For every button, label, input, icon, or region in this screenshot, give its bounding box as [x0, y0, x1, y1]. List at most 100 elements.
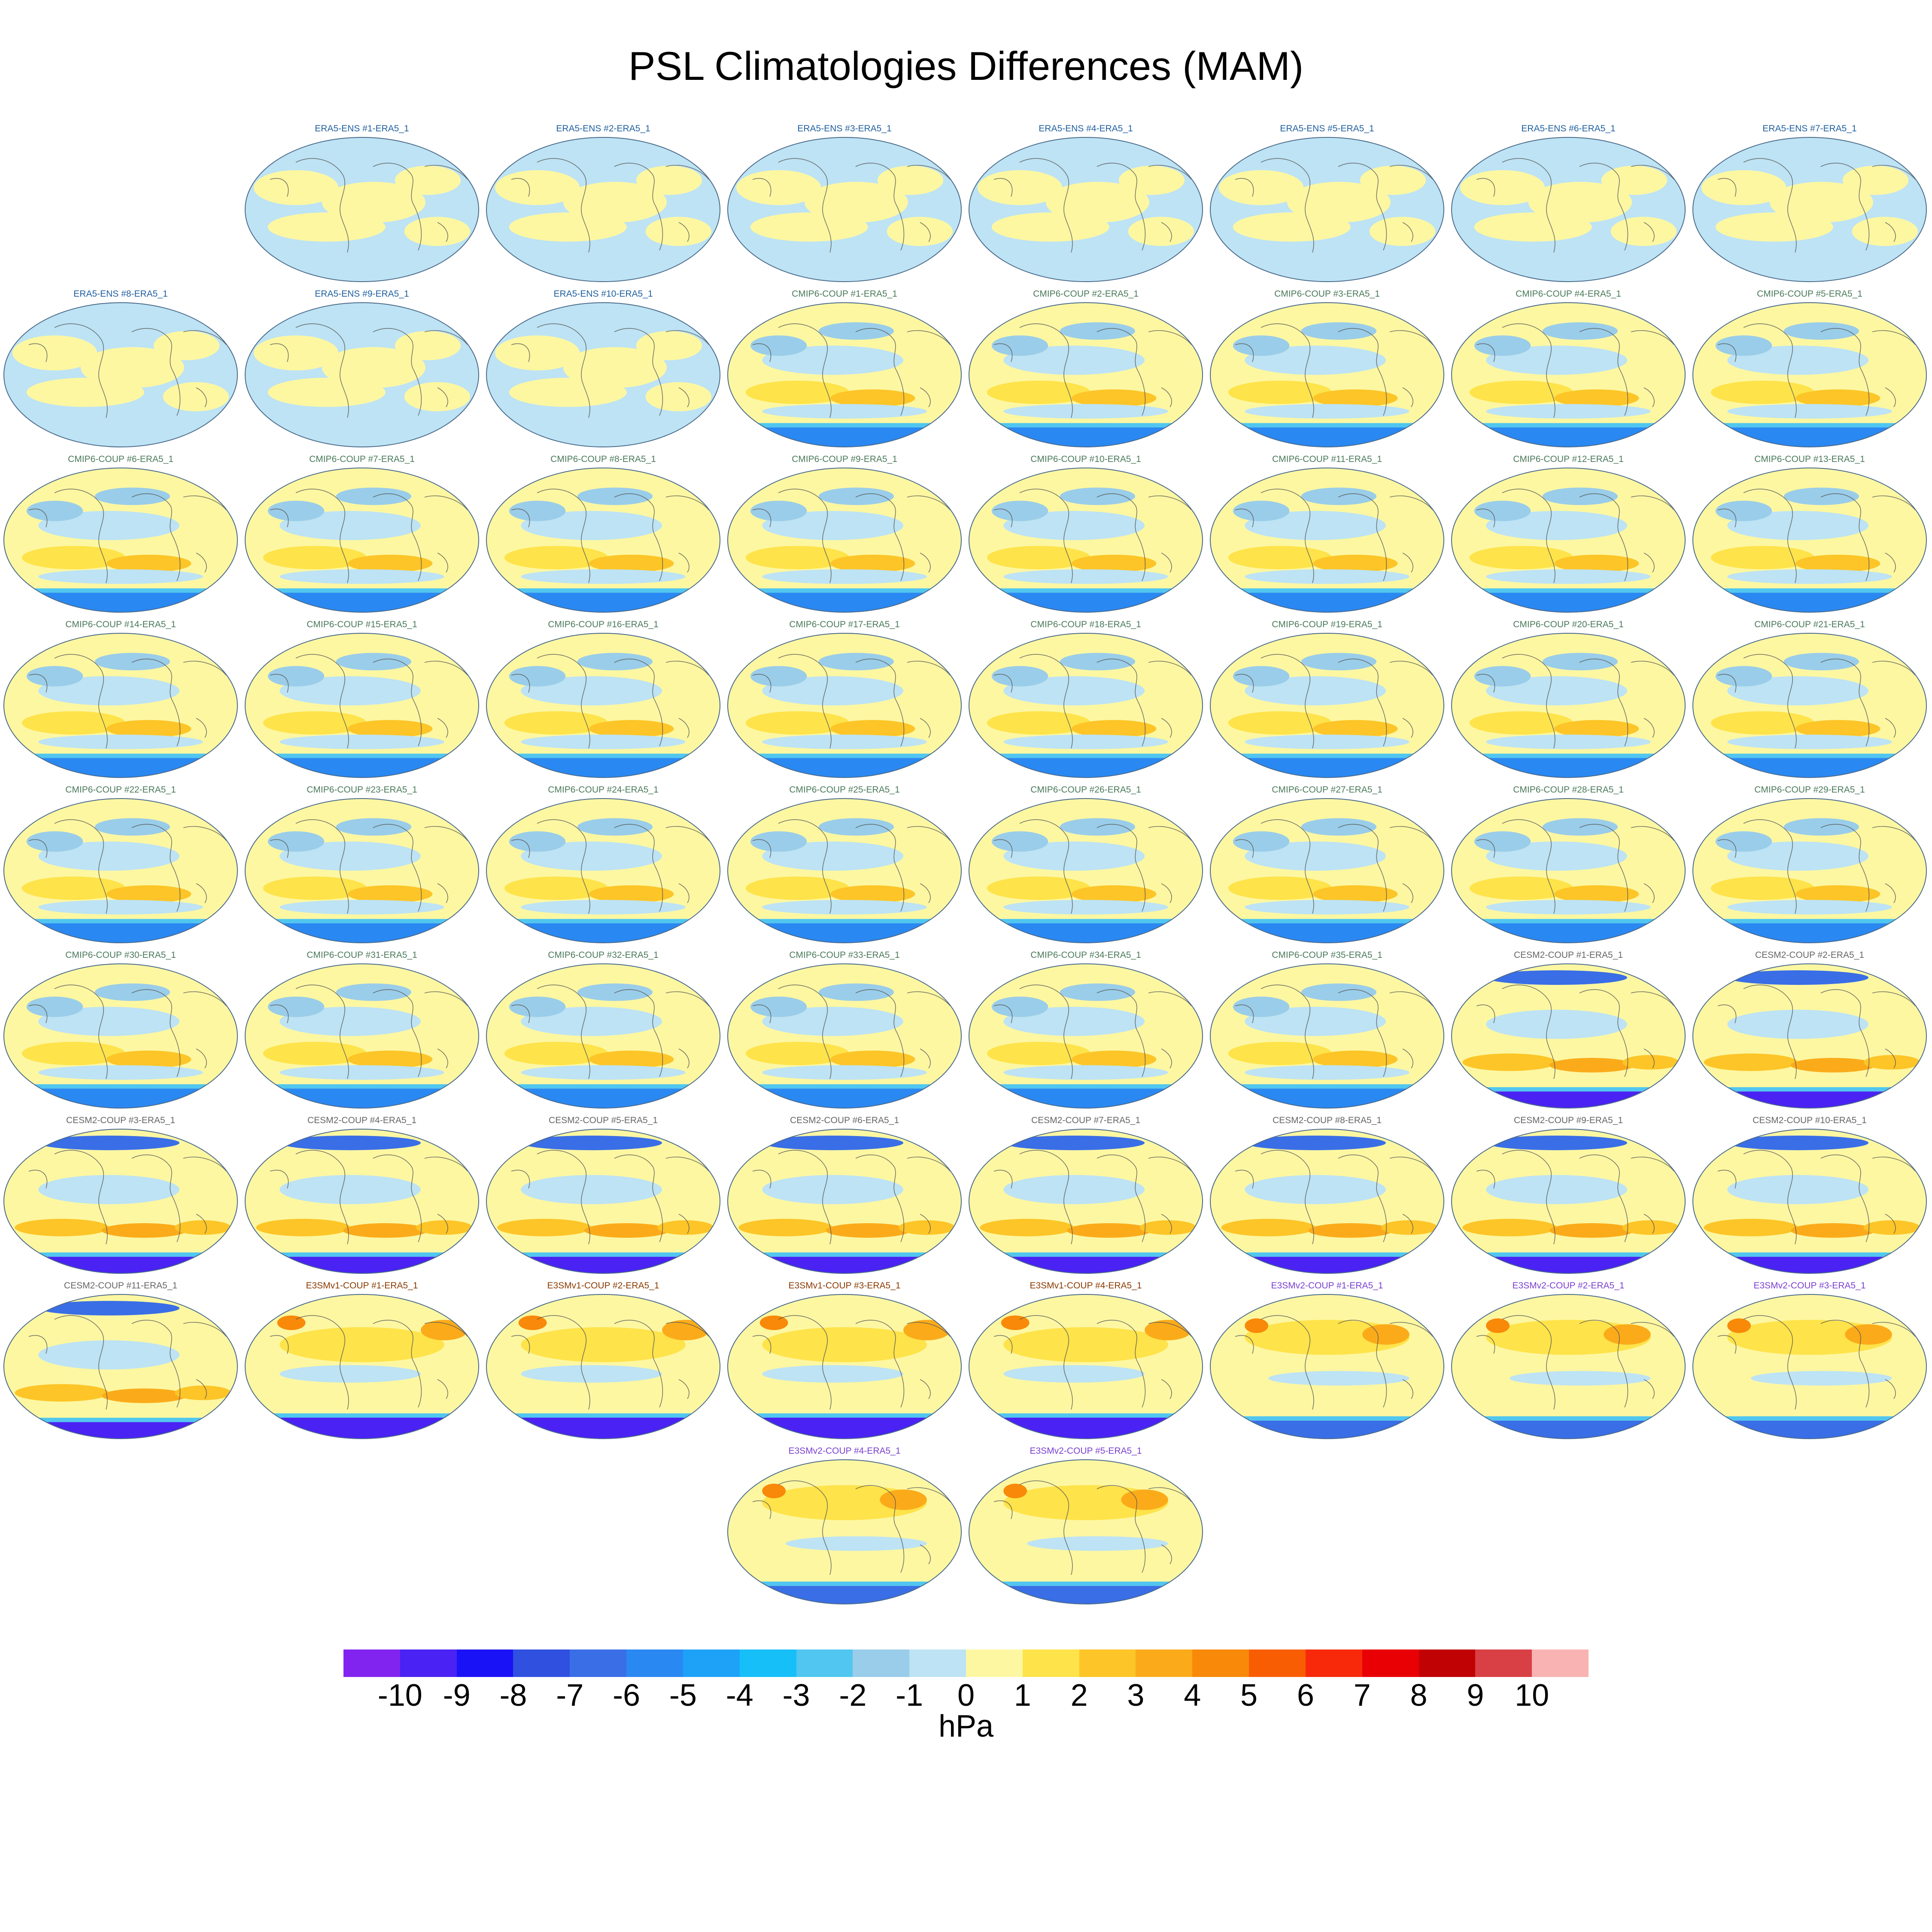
world-map — [245, 1294, 479, 1439]
world-map — [245, 1129, 479, 1274]
colorbar — [343, 1649, 1589, 1677]
colorbar-tick-label: -1 — [896, 1678, 923, 1713]
panel-label: CMIP6-COUP #28-ERA5_1 — [1513, 785, 1624, 795]
map-panel: CMIP6-COUP #32-ERA5_1 — [483, 950, 724, 1110]
world-map — [245, 137, 479, 282]
panel-label: CMIP6-COUP #30-ERA5_1 — [65, 950, 176, 960]
map-panel: CMIP6-COUP #22-ERA5_1 — [0, 785, 241, 945]
panel-label: ERA5-ENS #9-ERA5_1 — [315, 289, 409, 299]
map-panel: ERA5-ENS #6-ERA5_1 — [1448, 124, 1689, 283]
colorbar-swatch — [1419, 1649, 1476, 1677]
world-map — [486, 798, 720, 943]
map-panel: ERA5-ENS #2-ERA5_1 — [483, 124, 724, 283]
panel-label: E3SMv1-COUP #1-ERA5_1 — [306, 1281, 418, 1291]
panel-label: E3SMv2-COUP #3-ERA5_1 — [1753, 1281, 1866, 1291]
colorbar-tick-label: 7 — [1353, 1678, 1371, 1713]
world-map — [969, 468, 1203, 613]
world-map — [1692, 1129, 1927, 1274]
colorbar-tick-label: -5 — [669, 1678, 697, 1713]
map-panel: CESM2-COUP #6-ERA5_1 — [724, 1115, 965, 1275]
world-map — [245, 798, 479, 943]
map-panel: CESM2-COUP #7-ERA5_1 — [965, 1115, 1206, 1275]
panel-label: ERA5-ENS #5-ERA5_1 — [1280, 124, 1374, 134]
world-map — [969, 798, 1203, 943]
world-map — [969, 1129, 1203, 1274]
map-panel: CMIP6-COUP #3-ERA5_1 — [1206, 289, 1448, 449]
world-map — [1692, 1294, 1927, 1439]
world-map — [3, 302, 238, 447]
panel-label: CMIP6-COUP #23-ERA5_1 — [307, 785, 417, 795]
figure-title: PSL Climatologies Differences (MAM) — [628, 43, 1304, 88]
world-map — [1451, 798, 1686, 943]
map-panel: CMIP6-COUP #2-ERA5_1 — [965, 289, 1206, 449]
panel-label: CMIP6-COUP #17-ERA5_1 — [789, 620, 900, 629]
map-panel: CESM2-COUP #5-ERA5_1 — [483, 1115, 724, 1275]
panel-label: CMIP6-COUP #34-ERA5_1 — [1030, 950, 1141, 960]
world-map — [969, 302, 1203, 447]
map-panel: ERA5-ENS #1-ERA5_1 — [241, 124, 483, 283]
panel-label: CMIP6-COUP #21-ERA5_1 — [1754, 620, 1865, 629]
map-panel: CESM2-COUP #8-ERA5_1 — [1206, 1115, 1448, 1275]
panel-label: CMIP6-COUP #11-ERA5_1 — [1272, 454, 1382, 464]
world-map — [3, 1129, 238, 1274]
world-map — [245, 633, 479, 778]
colorbar-tick-label: 9 — [1467, 1678, 1484, 1713]
map-panel: CMIP6-COUP #4-ERA5_1 — [1448, 289, 1689, 449]
world-map — [1692, 302, 1927, 447]
panel-label: CMIP6-COUP #31-ERA5_1 — [307, 950, 417, 960]
panel-label: CESM2-COUP #3-ERA5_1 — [66, 1115, 176, 1125]
map-panel: E3SMv2-COUP #4-ERA5_1 — [724, 1446, 965, 1606]
world-map — [969, 1459, 1203, 1604]
world-map — [245, 963, 479, 1109]
world-map — [1210, 1129, 1444, 1274]
world-map — [1451, 963, 1686, 1109]
world-map — [727, 468, 962, 613]
panel-label: CMIP6-COUP #33-ERA5_1 — [789, 950, 900, 960]
panel-label: ERA5-ENS #7-ERA5_1 — [1762, 124, 1857, 134]
panel-label: CESM2-COUP #4-ERA5_1 — [307, 1115, 417, 1125]
colorbar-tick-label: 6 — [1297, 1678, 1314, 1713]
world-map — [1451, 302, 1686, 447]
panel-label: CMIP6-COUP #26-ERA5_1 — [1030, 785, 1141, 795]
map-panel: CMIP6-COUP #35-ERA5_1 — [1206, 950, 1448, 1110]
world-map — [486, 1294, 720, 1439]
world-map — [1210, 468, 1444, 613]
world-map — [3, 1294, 238, 1439]
panel-label: E3SMv2-COUP #4-ERA5_1 — [788, 1446, 901, 1456]
world-map — [486, 633, 720, 778]
world-map — [727, 633, 962, 778]
colorbar-tick-label: -9 — [443, 1678, 471, 1713]
world-map — [969, 633, 1203, 778]
map-panel: CMIP6-COUP #15-ERA5_1 — [241, 620, 483, 779]
map-panel: CMIP6-COUP #11-ERA5_1 — [1206, 454, 1448, 614]
panel-label: CMIP6-COUP #20-ERA5_1 — [1513, 620, 1624, 629]
world-map — [1451, 468, 1686, 613]
world-map — [1451, 1294, 1686, 1439]
panel-label: CMIP6-COUP #18-ERA5_1 — [1030, 620, 1141, 629]
panel-label: E3SMv2-COUP #2-ERA5_1 — [1512, 1281, 1625, 1291]
panel-label: E3SMv1-COUP #4-ERA5_1 — [1030, 1281, 1142, 1291]
panel-label: CMIP6-COUP #8-ERA5_1 — [550, 454, 656, 464]
map-panel: CMIP6-COUP #16-ERA5_1 — [483, 620, 724, 779]
map-panel: CMIP6-COUP #26-ERA5_1 — [965, 785, 1206, 945]
world-map — [1210, 1294, 1444, 1439]
panel-label: CESM2-COUP #6-ERA5_1 — [790, 1115, 899, 1125]
panel-label: CESM2-COUP #5-ERA5_1 — [548, 1115, 658, 1125]
map-panel: E3SMv2-COUP #1-ERA5_1 — [1206, 1281, 1448, 1440]
colorbar-tick-label: 0 — [957, 1678, 975, 1713]
map-panel: CMIP6-COUP #12-ERA5_1 — [1448, 454, 1689, 614]
map-panel: ERA5-ENS #10-ERA5_1 — [483, 289, 724, 449]
map-panel: CMIP6-COUP #1-ERA5_1 — [724, 289, 965, 449]
panel-label: ERA5-ENS #1-ERA5_1 — [315, 124, 409, 134]
colorbar-swatch — [1136, 1649, 1193, 1677]
map-panel: E3SMv1-COUP #1-ERA5_1 — [241, 1281, 483, 1440]
world-map — [1692, 798, 1927, 943]
map-panel: CMIP6-COUP #20-ERA5_1 — [1448, 620, 1689, 779]
map-panel: CMIP6-COUP #7-ERA5_1 — [241, 454, 483, 614]
colorbar-swatch — [343, 1649, 401, 1677]
map-panel: CMIP6-COUP #9-ERA5_1 — [724, 454, 965, 614]
colorbar-swatch — [456, 1649, 513, 1677]
world-map — [727, 1459, 962, 1604]
world-map — [1451, 633, 1686, 778]
map-panel: CMIP6-COUP #14-ERA5_1 — [0, 620, 241, 779]
